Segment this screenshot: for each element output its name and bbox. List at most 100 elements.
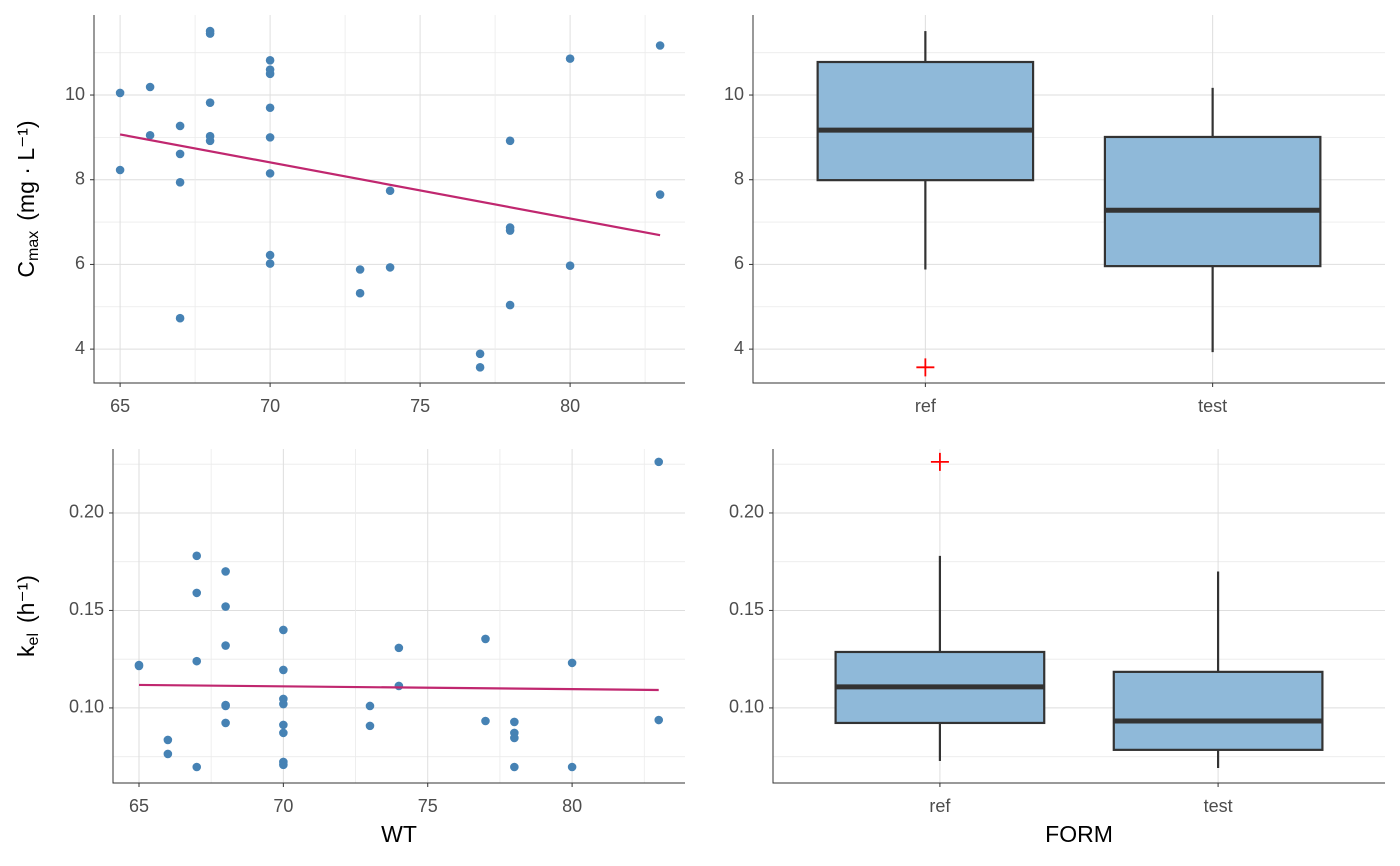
point bbox=[505, 226, 515, 235]
point bbox=[565, 261, 575, 270]
point bbox=[481, 634, 490, 644]
point bbox=[205, 29, 215, 38]
panel: 4 6 8 10 65 70 75 80 Cmax (mg · L⁻¹) bbox=[13, 15, 685, 416]
point bbox=[145, 82, 155, 92]
y-axis-title: kel (h⁻¹) bbox=[13, 575, 42, 657]
point bbox=[163, 749, 173, 759]
point bbox=[654, 715, 664, 725]
y-tick-label: 6 bbox=[75, 253, 85, 273]
point bbox=[394, 681, 404, 691]
y-title-subscript: max bbox=[25, 231, 42, 261]
point bbox=[279, 665, 288, 675]
point bbox=[115, 88, 125, 98]
point bbox=[279, 625, 288, 635]
point bbox=[279, 728, 288, 738]
y-tick-label: 0.20 bbox=[729, 502, 764, 522]
y-tick-label: 6 bbox=[734, 253, 744, 273]
point bbox=[221, 602, 230, 611]
y-title-unit: (h⁻¹) bbox=[13, 575, 39, 623]
y-tick-label: 0.15 bbox=[729, 599, 764, 619]
x-tick-label: 65 bbox=[129, 796, 149, 816]
point bbox=[475, 363, 485, 372]
y-title-symbol: C bbox=[13, 261, 39, 278]
x-tick-label: test bbox=[1204, 796, 1233, 816]
fit-line bbox=[138, 683, 659, 692]
point bbox=[365, 701, 375, 711]
point bbox=[510, 717, 519, 727]
point bbox=[279, 760, 288, 770]
x-tick-label: 70 bbox=[260, 396, 280, 416]
panel: 4 6 8 10 ref test bbox=[724, 15, 1385, 416]
x-tick-label: 70 bbox=[273, 796, 293, 816]
box bbox=[1112, 670, 1324, 751]
point bbox=[505, 300, 515, 310]
point bbox=[481, 716, 490, 726]
axis-line bbox=[752, 15, 1385, 384]
axis-line bbox=[772, 449, 1385, 784]
panel: 0.10 0.15 0.20 65 70 75 80 kel (h⁻¹) WT bbox=[13, 449, 685, 847]
y-tick-label: 4 bbox=[75, 338, 85, 358]
x-tick-label: 80 bbox=[560, 396, 580, 416]
x-tick-label: ref bbox=[915, 396, 937, 416]
point bbox=[221, 718, 230, 728]
y-tick-label: 10 bbox=[65, 84, 85, 104]
y-tick-label: 0.10 bbox=[729, 697, 764, 717]
point bbox=[221, 567, 230, 576]
y-tick-label: 0.20 bbox=[69, 502, 104, 522]
point bbox=[567, 658, 577, 668]
point bbox=[265, 133, 275, 142]
y-tick-label: 8 bbox=[734, 168, 744, 188]
point bbox=[192, 588, 202, 598]
point bbox=[175, 177, 185, 187]
point bbox=[221, 701, 230, 711]
outlier bbox=[916, 358, 935, 377]
point bbox=[265, 69, 275, 79]
y-tick-label: 8 bbox=[75, 168, 85, 188]
point bbox=[192, 551, 202, 561]
point bbox=[265, 169, 275, 178]
box bbox=[1103, 135, 1322, 268]
point bbox=[365, 721, 375, 731]
y-axis-title: Cmax (mg · L⁻¹) bbox=[13, 120, 42, 277]
x-tick-label: test bbox=[1198, 396, 1227, 416]
point bbox=[475, 349, 485, 359]
point bbox=[567, 762, 577, 772]
point bbox=[565, 54, 575, 63]
point bbox=[163, 735, 173, 745]
y-title-symbol: k bbox=[13, 645, 39, 657]
point bbox=[510, 762, 519, 772]
point bbox=[192, 656, 202, 666]
x-tick-label: ref bbox=[929, 796, 951, 816]
y-title-subscript: el bbox=[25, 633, 42, 645]
y-tick-label: 0.10 bbox=[69, 697, 104, 717]
point bbox=[655, 190, 665, 199]
axis-line bbox=[93, 15, 685, 384]
point bbox=[385, 186, 395, 196]
y-tick-label: 0.15 bbox=[69, 599, 104, 619]
point bbox=[279, 720, 288, 730]
point bbox=[394, 643, 404, 653]
x-tick-label: 65 bbox=[110, 396, 130, 416]
point bbox=[279, 699, 288, 709]
point bbox=[145, 130, 155, 140]
point bbox=[265, 250, 275, 260]
point bbox=[355, 288, 365, 298]
point bbox=[175, 149, 185, 159]
y-tick-label: 4 bbox=[734, 338, 744, 358]
x-tick-label: 75 bbox=[418, 796, 438, 816]
point bbox=[265, 259, 275, 268]
point bbox=[205, 136, 215, 146]
outlier bbox=[930, 452, 949, 471]
point bbox=[510, 733, 519, 743]
point bbox=[205, 98, 215, 107]
x-axis-title: FORM bbox=[1045, 821, 1113, 847]
point bbox=[385, 263, 395, 272]
y-tick-label: 10 bbox=[724, 84, 744, 104]
point bbox=[505, 136, 515, 146]
point bbox=[134, 661, 144, 671]
point bbox=[265, 103, 275, 113]
point bbox=[265, 56, 275, 65]
point bbox=[221, 641, 230, 650]
point bbox=[192, 762, 202, 772]
